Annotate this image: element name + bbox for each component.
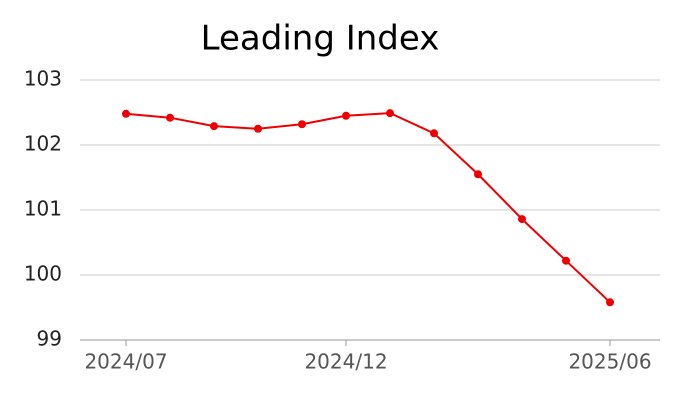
data-point <box>166 113 174 122</box>
y-tick-label: 101 <box>24 197 62 221</box>
series-line <box>125 112 611 304</box>
x-tick-label: 2024/07 <box>84 350 167 374</box>
chart-title: Leading Index <box>201 19 440 59</box>
y-tick-label: 100 <box>24 262 62 286</box>
data-point <box>562 256 570 265</box>
data-point <box>606 298 614 307</box>
data-point <box>386 109 394 118</box>
data-point <box>298 120 306 129</box>
data-point <box>518 215 526 224</box>
data-point <box>122 109 130 118</box>
data-point <box>430 129 438 138</box>
x-tick-label: 2024/12 <box>304 350 387 374</box>
data-point <box>474 170 482 179</box>
y-tick-label: 99 <box>37 327 62 351</box>
y-tick-label: 103 <box>24 67 62 91</box>
data-point <box>210 122 218 131</box>
y-tick-label: 102 <box>24 132 62 156</box>
data-point <box>342 111 350 120</box>
x-tick-label: 2025/06 <box>568 350 651 374</box>
data-point <box>254 124 262 133</box>
